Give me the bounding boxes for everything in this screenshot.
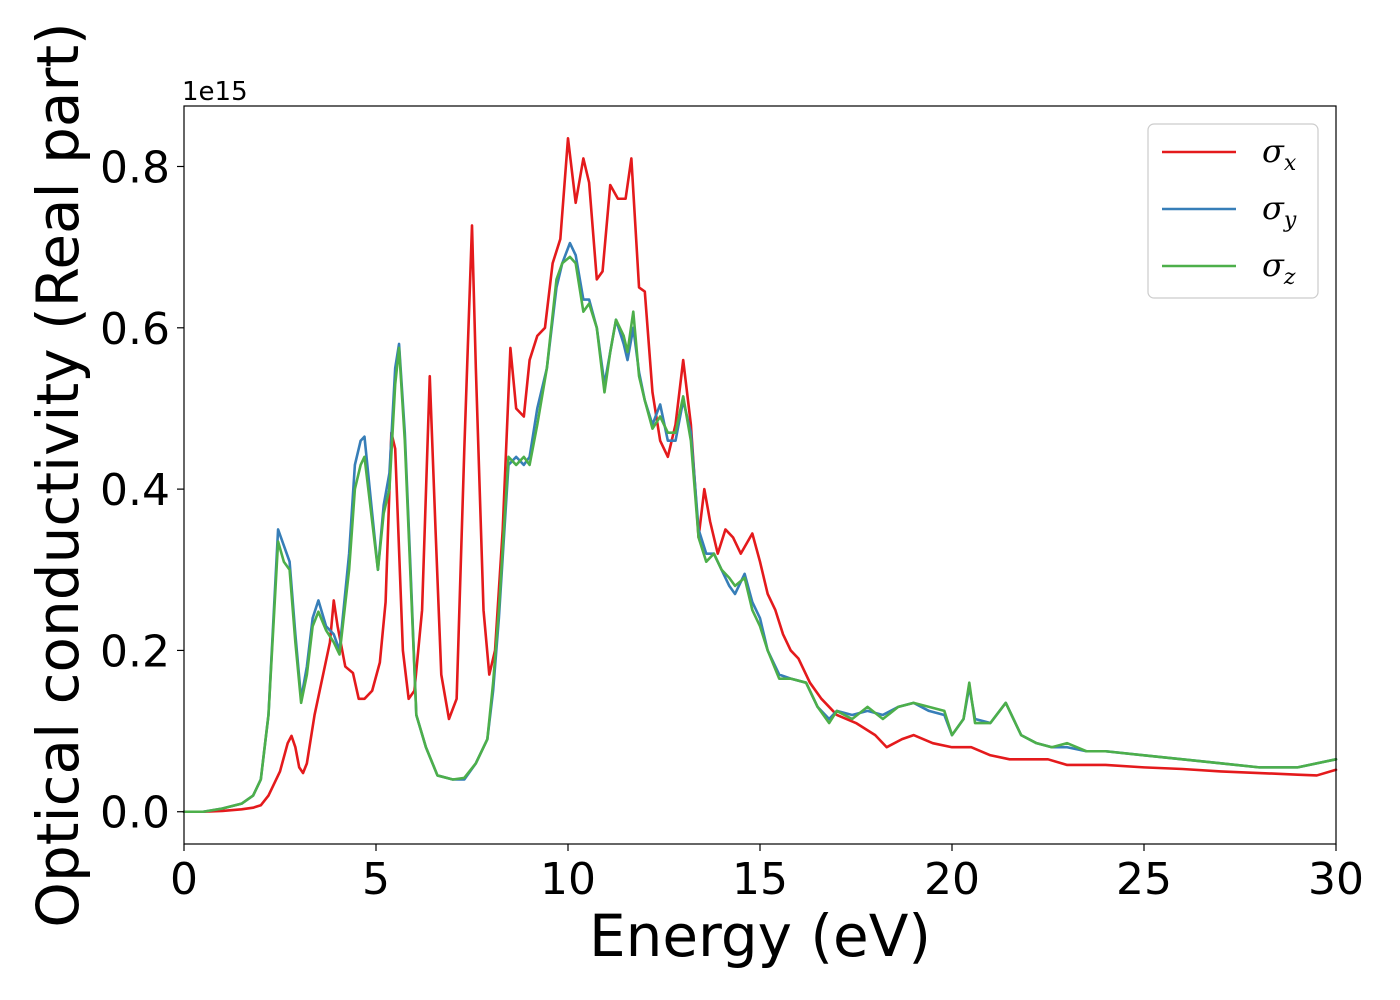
x-tick-label: 0 [170, 854, 198, 905]
y-tick-label: 0.8 [100, 142, 170, 193]
x-tick-label: 15 [732, 854, 788, 905]
y-axis-label: Optical conductivity (Real part) [24, 22, 92, 927]
x-tick-label: 25 [1116, 854, 1172, 905]
legend-label-z: σz [1262, 246, 1296, 290]
series-line-y [182, 241, 1338, 814]
y-tick-label: 0.4 [100, 465, 170, 516]
x-tick-label: 20 [924, 854, 980, 905]
legend: σx σy σz [1147, 123, 1319, 299]
x-tick-label: 30 [1308, 854, 1364, 905]
legend-label-y: σy [1262, 189, 1297, 233]
legend-box [1147, 123, 1319, 299]
y-tick-label: 0.6 [100, 304, 170, 355]
x-tick-label: 5 [362, 854, 390, 905]
y-tick-label: 0.2 [100, 626, 170, 677]
x-tick-label: 10 [540, 854, 596, 905]
y-axis-ticks: 0.0 0.2 0.4 0.6 0.8 [100, 142, 184, 839]
y-axis-offset-label: 1e15 [182, 77, 248, 107]
series-layer [182, 136, 1338, 814]
legend-label-x: σx [1262, 132, 1297, 176]
x-axis-ticks: 0 5 10 15 20 25 30 [170, 844, 1364, 905]
series-line-z [182, 255, 1338, 814]
y-tick-label: 0.0 [100, 788, 170, 839]
series-line-x [182, 136, 1338, 814]
x-axis-label: Energy (eV) [589, 902, 931, 970]
